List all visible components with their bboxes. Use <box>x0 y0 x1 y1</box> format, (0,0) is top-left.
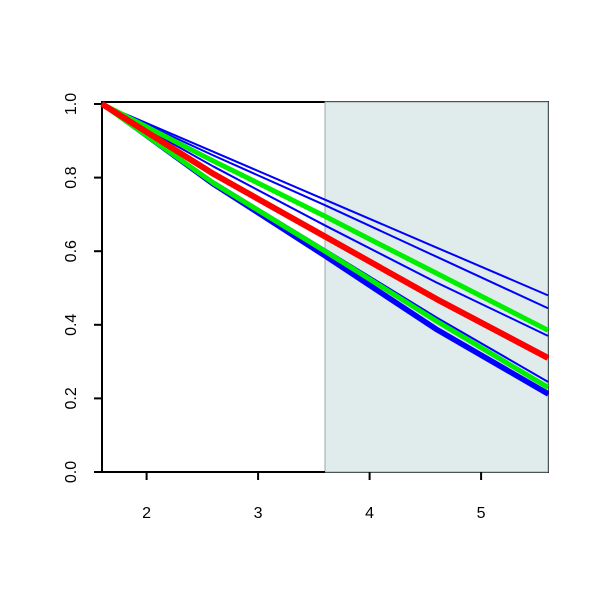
y-tick-label: 0.2 <box>63 387 80 409</box>
y-tick-label: 1.0 <box>63 93 80 115</box>
y-tick-label: 0.4 <box>63 314 80 336</box>
shaded-region <box>324 101 549 473</box>
series-line <box>101 103 549 337</box>
y-tick-label: 0.0 <box>63 461 80 483</box>
series-line <box>100 101 550 333</box>
y-tick-label: 0.6 <box>63 240 80 262</box>
x-tick-label: 3 <box>254 505 263 522</box>
series-line <box>101 103 549 297</box>
series-line <box>101 103 549 310</box>
series-line <box>100 101 550 390</box>
x-tick-label: 2 <box>142 505 151 522</box>
x-tick-label: 5 <box>477 505 486 522</box>
series-line <box>100 101 550 361</box>
x-tick-label: 4 <box>365 505 374 522</box>
y-tick-label: 0.8 <box>63 166 80 188</box>
